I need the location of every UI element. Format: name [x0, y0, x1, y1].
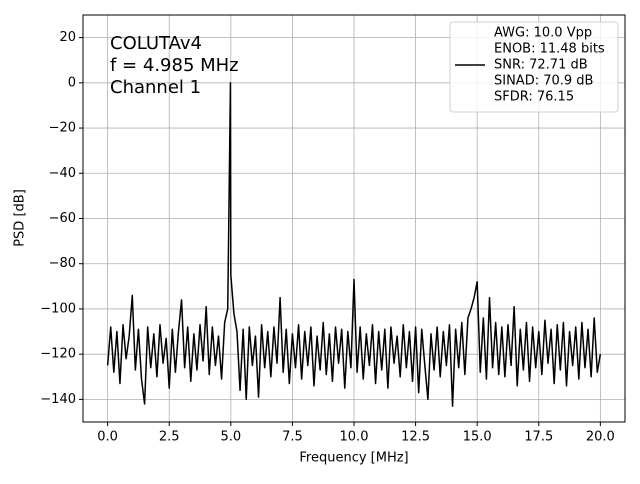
y-tick-label: −20 [49, 121, 76, 136]
y-tick-label: −140 [40, 392, 76, 407]
legend-label: SNR: 72.71 dB [494, 58, 588, 73]
legend-label: AWG: 10.0 Vpp [494, 26, 592, 41]
lines [106, 82, 602, 407]
x-tick-label: 20.0 [586, 430, 615, 445]
x-tick-label: 10.0 [340, 430, 369, 445]
x-axis-label: Frequency [MHz] [299, 451, 408, 466]
y-axis-label: PSD [dB] [13, 189, 28, 247]
annotation-line: COLUTAv4 [110, 33, 202, 54]
legend-label: ENOB: 11.48 bits [494, 42, 605, 57]
legend-label: SINAD: 70.9 dB [494, 74, 593, 89]
y-tick-label: −100 [40, 301, 76, 316]
legend-label: SFDR: 76.15 [494, 90, 574, 105]
data-line [106, 82, 602, 407]
y-tick-label: 0 [68, 75, 76, 90]
y-tick-label: −120 [40, 347, 76, 362]
legend-box [449, 21, 619, 113]
annotation-line: f = 4.985 MHz [110, 55, 239, 76]
x-tick-label: 17.5 [524, 430, 553, 445]
x-tick-label: 7.5 [282, 430, 303, 445]
x-tick-label: 12.5 [401, 430, 430, 445]
y-tick-label: −60 [49, 211, 76, 226]
x-tick-label: 2.5 [159, 430, 180, 445]
y-tick-label: 20 [59, 30, 76, 45]
annotation-line: Channel 1 [110, 77, 201, 98]
y-tick-label: −80 [49, 256, 76, 271]
x-tick-label: 5.0 [220, 430, 241, 445]
x-tick-label: 15.0 [463, 430, 492, 445]
x-tick-label: 0.0 [97, 430, 118, 445]
y-tick-label: −40 [49, 166, 76, 181]
